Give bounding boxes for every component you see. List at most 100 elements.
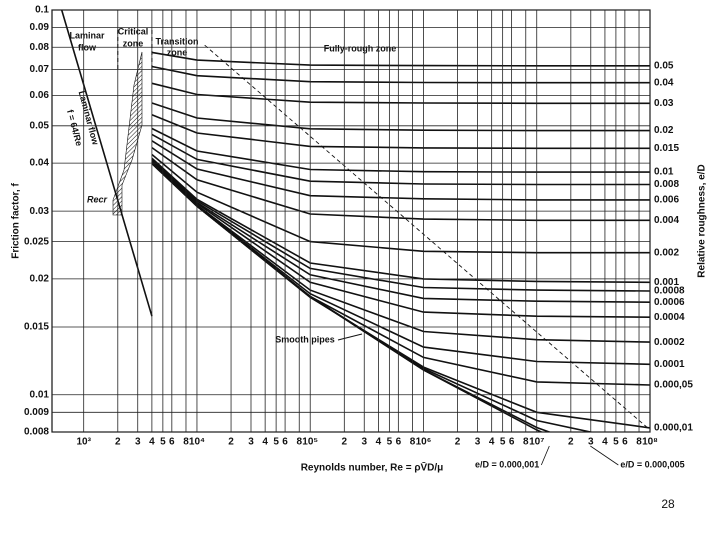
smooth-label: Smooth pipes bbox=[275, 334, 335, 344]
x-tick-label: 10⁴ bbox=[189, 437, 205, 448]
x-tick-label: 6 bbox=[622, 437, 628, 448]
zone-label: Transition bbox=[155, 36, 198, 46]
roughness-label: 0.0001 bbox=[654, 359, 685, 370]
zone-label: Critical bbox=[118, 26, 149, 36]
curve bbox=[151, 102, 650, 132]
curve bbox=[151, 51, 650, 67]
roughness-label: 0.006 bbox=[654, 194, 679, 205]
curve bbox=[151, 162, 595, 432]
x-tick-label: 5 bbox=[613, 437, 619, 448]
y-tick-label: 0.05 bbox=[30, 120, 50, 131]
x-tick-label: 10⁶ bbox=[416, 437, 432, 448]
curve bbox=[151, 114, 650, 150]
label-bg bbox=[114, 25, 152, 50]
x-tick-label: 4 bbox=[149, 437, 155, 448]
roughness-label: 0.03 bbox=[654, 98, 674, 109]
re-critical: Recr bbox=[87, 194, 108, 204]
roughness-label: 0.004 bbox=[654, 215, 679, 226]
smooth-arrow bbox=[337, 333, 363, 341]
roughness-label: 0.0008 bbox=[654, 286, 685, 297]
roughness-label: 0.04 bbox=[654, 77, 674, 88]
x-tick-label: 5 bbox=[387, 437, 393, 448]
x-tick-label: 3 bbox=[588, 437, 594, 448]
x-tick-label: 6 bbox=[169, 437, 175, 448]
x-axis-title: Reynolds number, Re = ρV̄D/μ bbox=[301, 461, 444, 473]
y-tick-label: 0.09 bbox=[30, 22, 50, 33]
x-tick-label: 10³ bbox=[76, 437, 91, 448]
zone-label: zone bbox=[167, 47, 188, 57]
y-tick-label: 0.008 bbox=[24, 427, 49, 438]
x-tick-label: 4 bbox=[262, 437, 268, 448]
curve bbox=[151, 153, 650, 254]
label-bg bbox=[83, 193, 111, 207]
curve bbox=[151, 127, 650, 173]
y-tick-label: 0.009 bbox=[24, 407, 49, 418]
x-tick-label: 4 bbox=[376, 437, 382, 448]
roughness-label: 0.008 bbox=[654, 179, 679, 190]
y-tick-label: 0.015 bbox=[24, 322, 49, 333]
x-tick-label: 5 bbox=[160, 437, 166, 448]
y-tick-label: 0.1 bbox=[35, 5, 49, 16]
x-tick-label: 8 bbox=[636, 437, 642, 448]
x-tick-label: 8 bbox=[523, 437, 529, 448]
page-number: 28 bbox=[661, 497, 675, 511]
y2-axis-title: Relative roughness, e/D bbox=[697, 164, 708, 277]
zone-label: Fully-rough zone bbox=[324, 43, 397, 53]
x-tick-label: 2 bbox=[455, 437, 461, 448]
x-tick-label: 10⁵ bbox=[302, 437, 318, 448]
curve bbox=[204, 44, 650, 431]
curve bbox=[151, 146, 650, 222]
y-tick-label: 0.03 bbox=[30, 206, 50, 217]
zone-label: Laminar bbox=[69, 30, 105, 40]
roughness-label: 0.05 bbox=[654, 60, 674, 71]
curve bbox=[151, 161, 650, 429]
x-tick-label: 3 bbox=[475, 437, 481, 448]
x-tick-label: 2 bbox=[115, 437, 121, 448]
y-tick-label: 0.08 bbox=[30, 42, 50, 53]
roughness-label: 0.01 bbox=[654, 167, 674, 178]
x-tick-label: 5 bbox=[500, 437, 506, 448]
curve bbox=[151, 82, 650, 105]
critical-hatch bbox=[112, 51, 143, 216]
x-tick-label: 2 bbox=[342, 437, 348, 448]
x-tick-label: 3 bbox=[361, 437, 367, 448]
curve bbox=[151, 159, 650, 318]
y-tick-label: 0.01 bbox=[30, 389, 50, 400]
roughness-label: 0.000,01 bbox=[654, 423, 693, 434]
y-axis-title: Friction factor, f bbox=[11, 183, 22, 259]
x-tick-label: 2 bbox=[228, 437, 234, 448]
zone-label: zone bbox=[123, 38, 144, 48]
x-tick-label: 8 bbox=[183, 437, 189, 448]
curve bbox=[151, 157, 650, 284]
y-tick-label: 0.06 bbox=[30, 90, 50, 101]
x-tick-label: 3 bbox=[135, 437, 141, 448]
label-arrow bbox=[540, 445, 550, 466]
x-tick-label: 6 bbox=[396, 437, 402, 448]
curve bbox=[151, 160, 650, 386]
curve bbox=[151, 133, 650, 186]
roughness-label: 0.0004 bbox=[654, 312, 685, 323]
label-arrow bbox=[590, 445, 619, 466]
y-tick-label: 0.025 bbox=[24, 236, 49, 247]
x-tick-label: 8 bbox=[296, 437, 302, 448]
label-bg bbox=[318, 43, 402, 56]
roughness-label: 0.001 bbox=[654, 277, 679, 288]
x-tick-label: 10⁸ bbox=[642, 437, 658, 448]
x-tick-label: 5 bbox=[273, 437, 279, 448]
laminar-formula: f = 64/Re bbox=[65, 109, 84, 148]
x-tick-label: 8 bbox=[410, 437, 416, 448]
roughness-label: 0.0006 bbox=[654, 297, 685, 308]
x-tick-label: 2 bbox=[568, 437, 574, 448]
x-tick-label: 10⁷ bbox=[529, 437, 544, 448]
x-tick-label: 4 bbox=[489, 437, 495, 448]
roughness-label: 0.015 bbox=[654, 143, 679, 154]
y-tick-label: 0.02 bbox=[30, 274, 50, 285]
roughness-label: 0.0002 bbox=[654, 337, 685, 348]
roughness-label: 0.002 bbox=[654, 247, 679, 258]
roughness-label: e/D = 0.000,005 bbox=[620, 459, 684, 469]
curve bbox=[151, 140, 650, 201]
x-tick-label: 3 bbox=[248, 437, 254, 448]
roughness-label: 0.000,05 bbox=[654, 380, 693, 391]
curve bbox=[151, 158, 650, 292]
